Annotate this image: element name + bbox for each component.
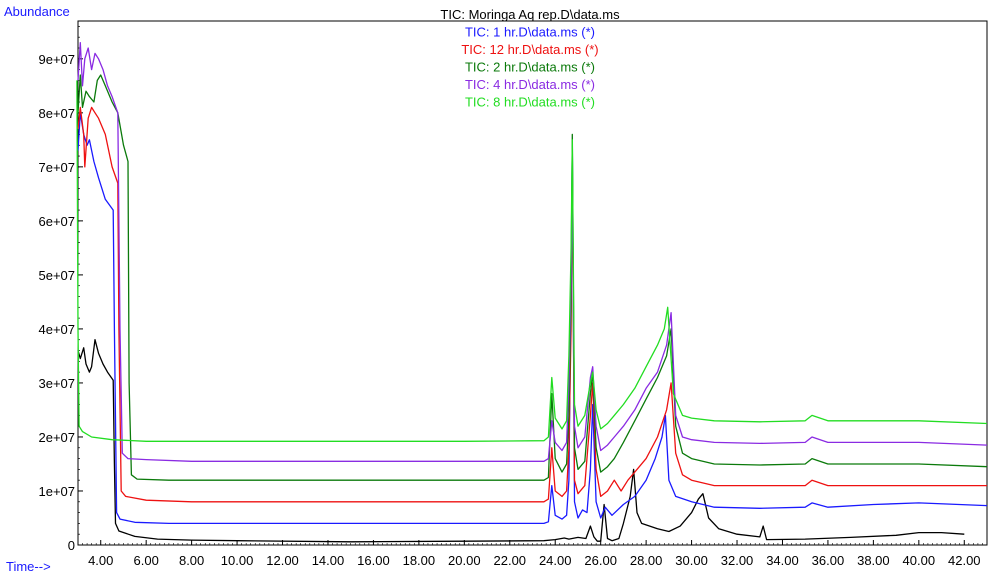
x-tick-label: 22.00 (494, 553, 527, 568)
x-tick-label: 32.00 (721, 553, 754, 568)
legend-entry-5: TIC: 8 hr.D\data.ms (*) (465, 95, 595, 110)
y-tick-label: 2e+07 (38, 430, 75, 445)
y-tick-label: 1e+07 (38, 484, 75, 499)
y-tick-label: 5e+07 (38, 268, 75, 283)
y-tick-label: 8e+07 (38, 106, 75, 121)
legend-entry-4: TIC: 4 hr.D\data.ms (*) (465, 77, 595, 92)
x-tick-label: 26.00 (584, 553, 617, 568)
x-tick-label: 36.00 (812, 553, 845, 568)
x-tick-label: 40.00 (903, 553, 936, 568)
x-tick-label: 16.00 (357, 553, 390, 568)
series-line-5 (76, 80, 988, 442)
y-tick-label: 9e+07 (38, 52, 75, 67)
series-lines (76, 41, 988, 543)
x-tick-label: 4.00 (88, 553, 113, 568)
x-tick-label: 8.00 (179, 553, 204, 568)
x-tick-label: 42.00 (948, 553, 981, 568)
x-tick-label: 14.00 (312, 553, 345, 568)
x-tick-label: 20.00 (448, 553, 481, 568)
y-tick-label: 0 (68, 538, 75, 553)
legend-entry-1: TIC: 1 hr.D\data.ms (*) (465, 25, 595, 40)
y-tick-label: 6e+07 (38, 214, 75, 229)
x-tick-label: 6.00 (134, 553, 159, 568)
y-tick-label: 7e+07 (38, 160, 75, 175)
x-tick-label: 34.00 (766, 553, 799, 568)
series-line-1 (77, 112, 988, 525)
y-axis-label: Abundance (4, 4, 70, 19)
x-tick-label: 12.00 (266, 553, 299, 568)
x-tick-label: 24.00 (539, 553, 572, 568)
x-axis-label: Time--> (6, 559, 51, 574)
x-tick-label: 30.00 (675, 553, 708, 568)
legend-entry-2: TIC: 12 hr.D\data.ms (*) (461, 42, 598, 57)
y-axis: 0 1e+07 2e+07 3e+07 4e+07 5e+07 6e+07 7e+07 8e+0… (38, 26, 83, 553)
x-tick-label: 28.00 (630, 553, 663, 568)
series-line-0 (77, 339, 965, 543)
x-tick-label: 18.00 (403, 553, 436, 568)
chart-title: TIC: Moringa Aq rep.D\data.ms (440, 7, 620, 22)
legend-entry-3: TIC: 2 hr.D\data.ms (*) (465, 60, 595, 75)
x-axis: 4.00 6.00 8.00 10.00 12.00 14.00 16.00 18.00 20.… (82, 540, 983, 568)
x-tick-label: 10.00 (221, 553, 254, 568)
x-tick-label: 38.00 (857, 553, 890, 568)
legend: TIC: Moringa Aq rep.D\data.ms TIC: 1 hr.D… (440, 7, 620, 110)
y-tick-label: 3e+07 (38, 376, 75, 391)
y-tick-label: 4e+07 (38, 322, 75, 337)
